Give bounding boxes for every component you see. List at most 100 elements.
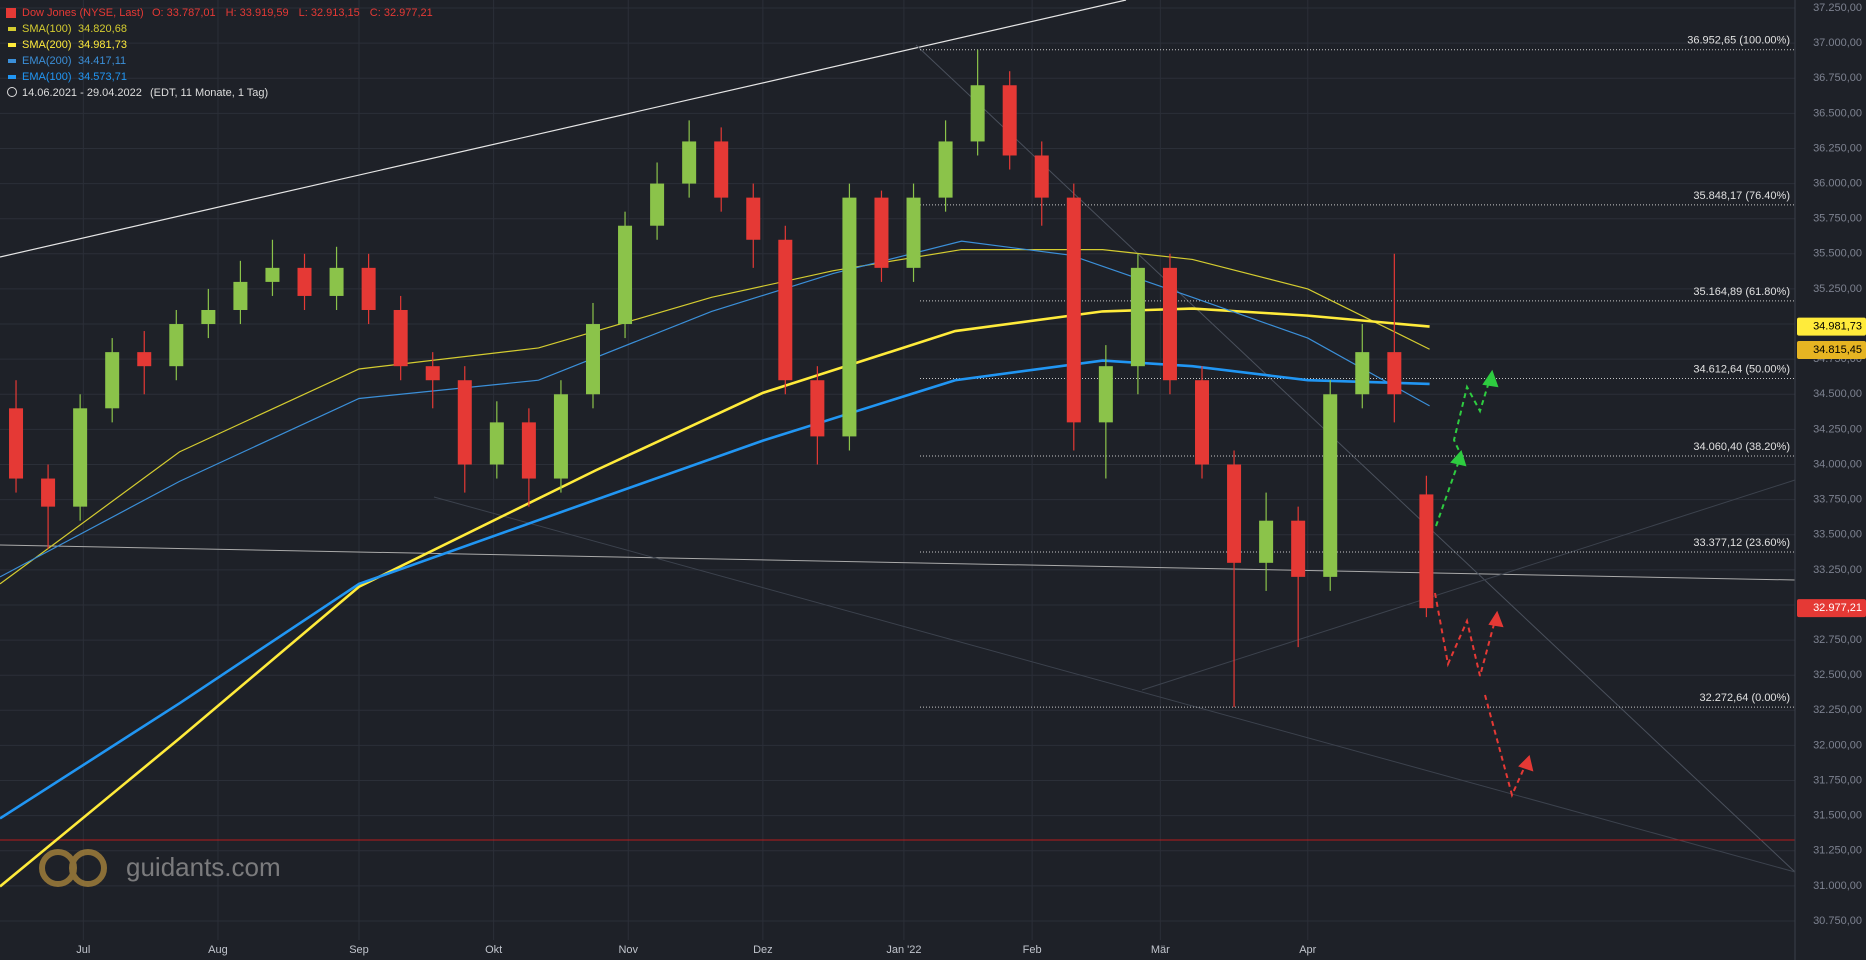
arrow-head [1450, 450, 1467, 467]
y-tick-label: 30.750,00 [1813, 915, 1862, 927]
legend-swatch [8, 27, 16, 31]
y-tick-label: 36.500,00 [1813, 107, 1862, 119]
y-tick-label: 32.250,00 [1813, 704, 1862, 716]
watermark-text: guidants.com [126, 852, 281, 882]
fib-label: 35.848,17 (76.40%) [1693, 190, 1790, 202]
x-tick-label: Nov [618, 944, 638, 956]
legend-name: EMA(200) [22, 55, 72, 67]
legend: SMA(100) 34.820,68 SMA(200) 34.981,73 EMA(20… [8, 23, 127, 83]
candle-body [265, 267, 280, 282]
trend-line [915, 44, 1796, 873]
x-tick-label: Mär [1151, 944, 1170, 956]
ma-line [0, 240, 1430, 578]
y-tick-label: 33.750,00 [1813, 494, 1862, 506]
candle-body [1130, 267, 1145, 367]
legend-value: 34.573,71 [78, 71, 127, 83]
price-tag [1797, 317, 1866, 336]
arrow-head [1482, 369, 1499, 388]
legend-value: 34.981,73 [78, 39, 127, 51]
candle-body [41, 478, 56, 507]
x-tick-label: Jan '22 [886, 944, 921, 956]
candle-body [329, 267, 344, 296]
y-tick-label: 37.000,00 [1813, 37, 1862, 49]
icon [6, 8, 16, 18]
trend-line [0, 0, 1127, 258]
candle-body [9, 408, 24, 479]
candle-body [1419, 494, 1434, 609]
candle-body [457, 380, 472, 465]
y-tick-label: 35.250,00 [1813, 283, 1862, 295]
ma-line [0, 248, 1430, 585]
y-tick-label: 35.750,00 [1813, 213, 1862, 225]
price-tag [1797, 599, 1866, 618]
ma-line [0, 359, 1430, 820]
legend-swatch [8, 59, 16, 63]
candle-body [1195, 380, 1210, 465]
legend-swatch [8, 43, 16, 47]
y-tick-label: 34.500,00 [1813, 388, 1862, 400]
price-axis [1795, 0, 1866, 960]
candle-body [233, 281, 248, 310]
y-tick-label: 31.250,00 [1813, 845, 1862, 857]
candle-body [425, 366, 440, 381]
candle-body [553, 394, 568, 479]
candle-body [137, 352, 152, 367]
trend-line [1141, 479, 1796, 691]
axis-labels: 37.250,00 37.000,00 36.750,00 36.500,00 36.2… [76, 2, 1866, 956]
ohlc-value: C: 32.977,21 [370, 7, 433, 19]
period: 14.06.2021 - 29.04.2022 [22, 87, 142, 99]
candle-body [297, 267, 312, 296]
candle-body [682, 141, 697, 184]
y-tick-label: 31.000,00 [1813, 880, 1862, 892]
legend-name: EMA(100) [22, 71, 72, 83]
candle-body [521, 422, 536, 479]
y-tick-label: 35.500,00 [1813, 248, 1862, 260]
y-tick-label: 31.500,00 [1813, 810, 1862, 822]
bear-projection [1484, 694, 1530, 798]
fib-label: 35.164,89 (61.80%) [1693, 286, 1790, 298]
logo [69, 849, 107, 887]
clock-icon [7, 87, 17, 97]
candle-body [73, 408, 88, 507]
legend-value: 34.417,11 [78, 55, 126, 67]
candle-body [585, 324, 600, 395]
y-tick-label: 32.750,00 [1813, 634, 1862, 646]
candle-body [169, 324, 184, 367]
y-tick-label: 36.750,00 [1813, 72, 1862, 84]
candle-body [1066, 197, 1081, 423]
x-tick-label: Aug [208, 944, 228, 956]
candle-body [778, 239, 793, 381]
candle-body [201, 309, 216, 325]
ohlc-value: H: 33.919,59 [226, 7, 289, 19]
candle-body [105, 352, 120, 409]
trend-line [433, 496, 1796, 873]
y-tick-label: 37.250,00 [1813, 2, 1862, 14]
trend-line [0, 544, 1796, 581]
watermark: guidants.com [39, 849, 281, 887]
candle-body [1355, 352, 1370, 395]
ohlc-value: O: 33.787,01 [152, 7, 216, 19]
price-tag-label: 34.815,45 [1813, 344, 1862, 356]
bear-projection [1434, 592, 1498, 677]
candle-body [1387, 352, 1402, 395]
projections [1434, 369, 1534, 798]
candle-body [393, 309, 408, 367]
fib-label: 34.612,64 (50.00%) [1693, 363, 1790, 375]
y-tick-label: 36.000,00 [1813, 177, 1862, 189]
candle-body [746, 197, 761, 240]
candle-body [1098, 366, 1113, 423]
arrow-head [1488, 610, 1504, 628]
candle-body [1002, 85, 1017, 156]
candle-body [810, 380, 825, 437]
y-tick-label: 34.000,00 [1813, 458, 1862, 470]
legend-swatch [8, 75, 16, 79]
plot: 36.952,65 (100.00%) 35.848,17 (76.40%) 35.… [0, 35, 1795, 888]
ohlc-value: L: 32.913,15 [299, 7, 360, 19]
x-tick-label: Sep [349, 944, 369, 956]
legend-name: SMA(200) [22, 39, 72, 51]
x-tick-label: Okt [485, 944, 502, 956]
price-tag-label: 34.981,73 [1813, 321, 1862, 333]
y-tick-label: 33.500,00 [1813, 529, 1862, 541]
